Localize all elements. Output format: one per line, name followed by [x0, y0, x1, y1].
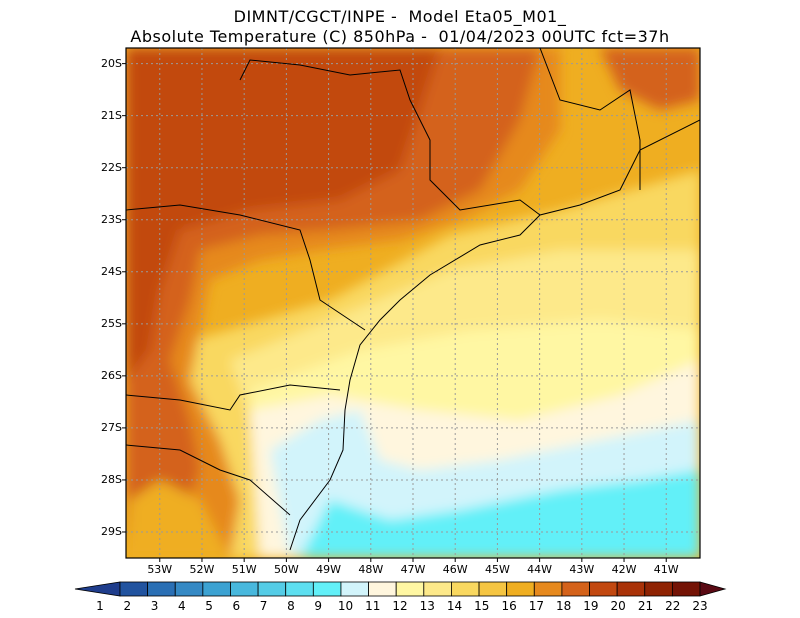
lat-label: 20S	[101, 56, 122, 70]
field-ne-warm	[600, 48, 700, 110]
lon-label: 52W	[189, 563, 215, 576]
lon-label: 43W	[569, 563, 595, 576]
colorbar-cell	[506, 581, 535, 597]
colorbar-low-arrow	[74, 581, 121, 597]
lon-label: 42W	[611, 563, 637, 576]
field-9-10	[300, 470, 700, 558]
colorbar-cell	[312, 581, 342, 597]
colorbar-label: 8	[287, 599, 295, 613]
field-19-20	[126, 48, 440, 380]
colorbar-label: 15	[474, 599, 490, 613]
colorbar-label: 4	[177, 599, 186, 613]
colorbar-label: 9	[314, 599, 322, 613]
lat-label: 21S	[101, 108, 122, 122]
colorbar-label: 6	[232, 599, 241, 613]
state-border-east	[539, 48, 641, 190]
temperature-field	[126, 48, 700, 558]
colorbar-label: 23	[692, 599, 708, 613]
lon-label: 41W	[653, 563, 679, 576]
colorbar-label: 10	[337, 599, 354, 613]
colorbar-cell	[561, 581, 590, 597]
colorbar-cell	[340, 581, 369, 597]
colorbar-label: 20	[610, 599, 626, 613]
colorbar-cell	[230, 581, 259, 597]
lon-label: 46W	[442, 563, 468, 576]
colorbar-label: 18	[555, 599, 572, 613]
lon-ticks	[159, 558, 667, 562]
lon-label: 47W	[400, 563, 426, 576]
colorbar-label: 17	[528, 599, 544, 613]
colorbar-cell	[395, 581, 425, 597]
colorbar-cells	[74, 581, 727, 597]
colorbar-label: 16	[501, 599, 517, 613]
lon-label: 49W	[316, 563, 342, 576]
colorbar-cell	[202, 581, 231, 597]
chart-title-line1: DIMNT/CGCT/INPE - Model Eta05_M01_	[233, 7, 567, 26]
colorbar-label: 11	[365, 599, 381, 613]
colorbar-cell	[671, 581, 701, 597]
lat-label: 24S	[101, 264, 122, 278]
colorbar-label: 7	[259, 599, 268, 613]
state-border-north	[126, 204, 366, 331]
colorbar-cell	[285, 581, 314, 597]
state-border-mid	[126, 384, 341, 411]
colorbar-high-arrow	[699, 581, 727, 597]
lon-label: 45W	[484, 563, 510, 576]
colorbar-label: 14	[446, 599, 463, 613]
state-border-south	[126, 444, 291, 516]
colorbar-cell	[423, 581, 452, 597]
colorbar-cell	[589, 581, 618, 597]
lat-label: 29S	[101, 524, 122, 538]
colorbar-cell	[616, 581, 646, 597]
colorbar-cell	[533, 581, 563, 597]
lat-label: 22S	[101, 160, 122, 174]
lon-label: 44W	[527, 563, 553, 576]
colorbar-cell	[174, 581, 204, 597]
colorbar-label: 21	[637, 599, 654, 613]
colorbar-label: 13	[419, 599, 435, 613]
field-sw-warm	[126, 480, 230, 558]
lon-label: 51W	[231, 563, 257, 576]
coastlines	[126, 48, 700, 551]
colorbar-cell	[257, 581, 287, 597]
colorbar-label: 12	[392, 599, 408, 613]
lat-ticks	[122, 63, 126, 533]
colorbar-label: 19	[583, 599, 599, 613]
colorbar-cell	[451, 581, 480, 597]
lon-label: 53W	[147, 563, 173, 576]
lat-label: 26S	[101, 368, 122, 382]
graticule	[126, 48, 700, 558]
lat-label: 28S	[101, 472, 122, 486]
colorbar-cell	[119, 581, 149, 597]
lon-label: 50W	[273, 563, 299, 576]
colorbar-cell	[478, 581, 508, 597]
colorbar-label: 2	[123, 599, 132, 613]
lat-label: 25S	[101, 316, 122, 330]
state-border-se	[239, 59, 541, 216]
chart-title-line2: Absolute Temperature (C) 850hPa - 01/04/…	[130, 27, 670, 46]
colorbar-label: 1	[96, 599, 104, 613]
coastline	[289, 119, 700, 551]
lat-label: 27S	[101, 420, 122, 434]
colorbar-label: 5	[205, 599, 213, 613]
colorbar-label: 22	[665, 599, 681, 613]
lon-label: 48W	[358, 563, 384, 576]
colorbar-cell	[368, 581, 397, 597]
colorbar-cell	[147, 581, 176, 597]
colorbar-label: 3	[150, 599, 159, 613]
lat-label: 23S	[101, 212, 122, 226]
colorbar-cell	[644, 581, 673, 597]
